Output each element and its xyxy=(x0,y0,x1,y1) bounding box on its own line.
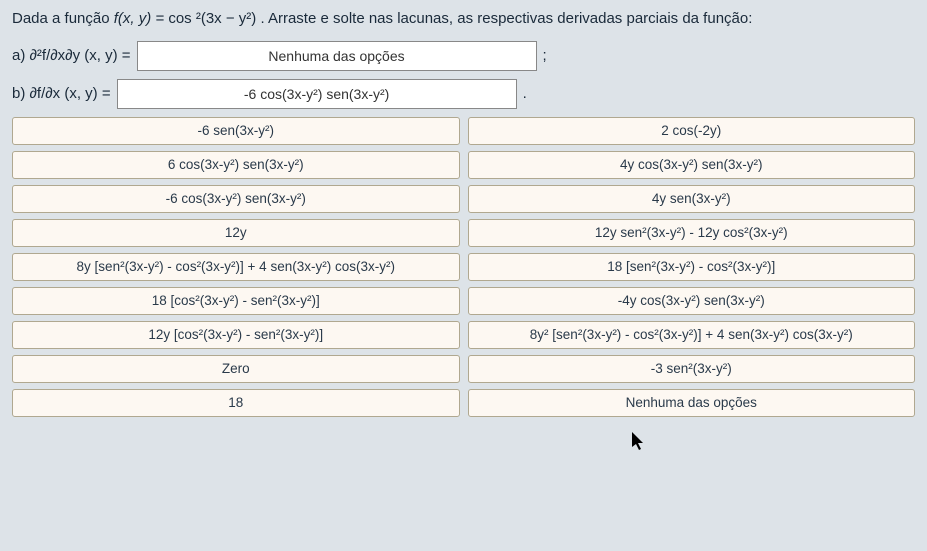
option-label: 4y sen(3x-y²) xyxy=(652,191,731,206)
q-prefix: Dada a função xyxy=(12,10,114,27)
option-tile[interactable]: 4y sen(3x-y²) xyxy=(468,185,916,213)
mouse-cursor xyxy=(632,432,648,457)
option-tile[interactable]: 12y sen²(3x-y²) - 12y cos²(3x-y²) xyxy=(468,219,916,247)
option-label: 18 xyxy=(228,395,243,410)
q-func-lhs: f(x, y) = xyxy=(114,10,169,27)
option-tile[interactable]: 8y [sen²(3x-y²) - cos²(3x-y²)] + 4 sen(3… xyxy=(12,253,460,281)
part-a-row: a) ∂²f/∂x∂y (x, y) = Nenhuma das opções … xyxy=(12,41,915,71)
option-label: 8y² [sen²(3x-y²) - cos²(3x-y²)] + 4 sen(… xyxy=(530,327,853,342)
option-tile[interactable]: 18 [sen²(3x-y²) - cos²(3x-y²)] xyxy=(468,253,916,281)
part-b-after: . xyxy=(523,85,527,102)
option-tile[interactable]: -4y cos(3x-y²) sen(3x-y²) xyxy=(468,287,916,315)
option-label: 12y xyxy=(225,225,247,240)
option-tile[interactable]: 4y cos(3x-y²) sen(3x-y²) xyxy=(468,151,916,179)
option-label: -6 cos(3x-y²) sen(3x-y²) xyxy=(166,191,306,206)
part-b-label: b) ∂f/∂x (x, y) = xyxy=(12,85,111,102)
option-label: 4y cos(3x-y²) sen(3x-y²) xyxy=(620,157,763,172)
option-label: -6 sen(3x-y²) xyxy=(197,123,274,138)
option-label: 6 cos(3x-y²) sen(3x-y²) xyxy=(168,157,304,172)
part-a-after: ; xyxy=(543,47,547,64)
option-tile[interactable]: 8y² [sen²(3x-y²) - cos²(3x-y²)] + 4 sen(… xyxy=(468,321,916,349)
part-b-row: b) ∂f/∂x (x, y) = -6 cos(3x-y²) sen(3x-y… xyxy=(12,79,915,109)
option-tile[interactable]: -6 sen(3x-y²) xyxy=(12,117,460,145)
options-grid: -6 sen(3x-y²) 2 cos(-2y) 6 cos(3x-y²) sen(… xyxy=(12,117,915,417)
option-label: 8y [sen²(3x-y²) - cos²(3x-y²)] + 4 sen(3… xyxy=(77,259,395,274)
option-tile[interactable]: -3 sen²(3x-y²) xyxy=(468,355,916,383)
question-text: Dada a função f(x, y) = cos ²(3x − y²) .… xyxy=(12,8,915,31)
dropzone-a-value: Nenhuma das opções xyxy=(268,48,404,64)
option-tile[interactable]: 2 cos(-2y) xyxy=(468,117,916,145)
option-label: 12y sen²(3x-y²) - 12y cos²(3x-y²) xyxy=(595,225,788,240)
q-func-rhs: cos ²(3x − y²) xyxy=(168,10,256,27)
q-suffix: . Arraste e solte nas lacunas, as respec… xyxy=(260,10,752,27)
option-tile[interactable]: 12y xyxy=(12,219,460,247)
dropzone-b[interactable]: -6 cos(3x-y²) sen(3x-y²) xyxy=(117,79,517,109)
dropzone-a[interactable]: Nenhuma das opções xyxy=(137,41,537,71)
option-tile[interactable]: -6 cos(3x-y²) sen(3x-y²) xyxy=(12,185,460,213)
option-label: Zero xyxy=(222,361,250,376)
option-label: 2 cos(-2y) xyxy=(661,123,721,138)
option-tile[interactable]: 18 [cos²(3x-y²) - sen²(3x-y²)] xyxy=(12,287,460,315)
part-a-label: a) ∂²f/∂x∂y (x, y) = xyxy=(12,47,131,64)
option-tile[interactable]: Nenhuma das opções xyxy=(468,389,916,417)
option-tile[interactable]: Zero xyxy=(12,355,460,383)
option-tile[interactable]: 12y [cos²(3x-y²) - sen²(3x-y²)] xyxy=(12,321,460,349)
option-label: Nenhuma das opções xyxy=(626,395,757,410)
option-label: 18 [cos²(3x-y²) - sen²(3x-y²)] xyxy=(152,293,320,308)
option-label: -3 sen²(3x-y²) xyxy=(651,361,732,376)
option-tile[interactable]: 18 xyxy=(12,389,460,417)
option-label: 18 [sen²(3x-y²) - cos²(3x-y²)] xyxy=(607,259,775,274)
dropzone-b-value: -6 cos(3x-y²) sen(3x-y²) xyxy=(244,86,389,102)
option-label: 12y [cos²(3x-y²) - sen²(3x-y²)] xyxy=(148,327,323,342)
option-tile[interactable]: 6 cos(3x-y²) sen(3x-y²) xyxy=(12,151,460,179)
option-label: -4y cos(3x-y²) sen(3x-y²) xyxy=(618,293,765,308)
